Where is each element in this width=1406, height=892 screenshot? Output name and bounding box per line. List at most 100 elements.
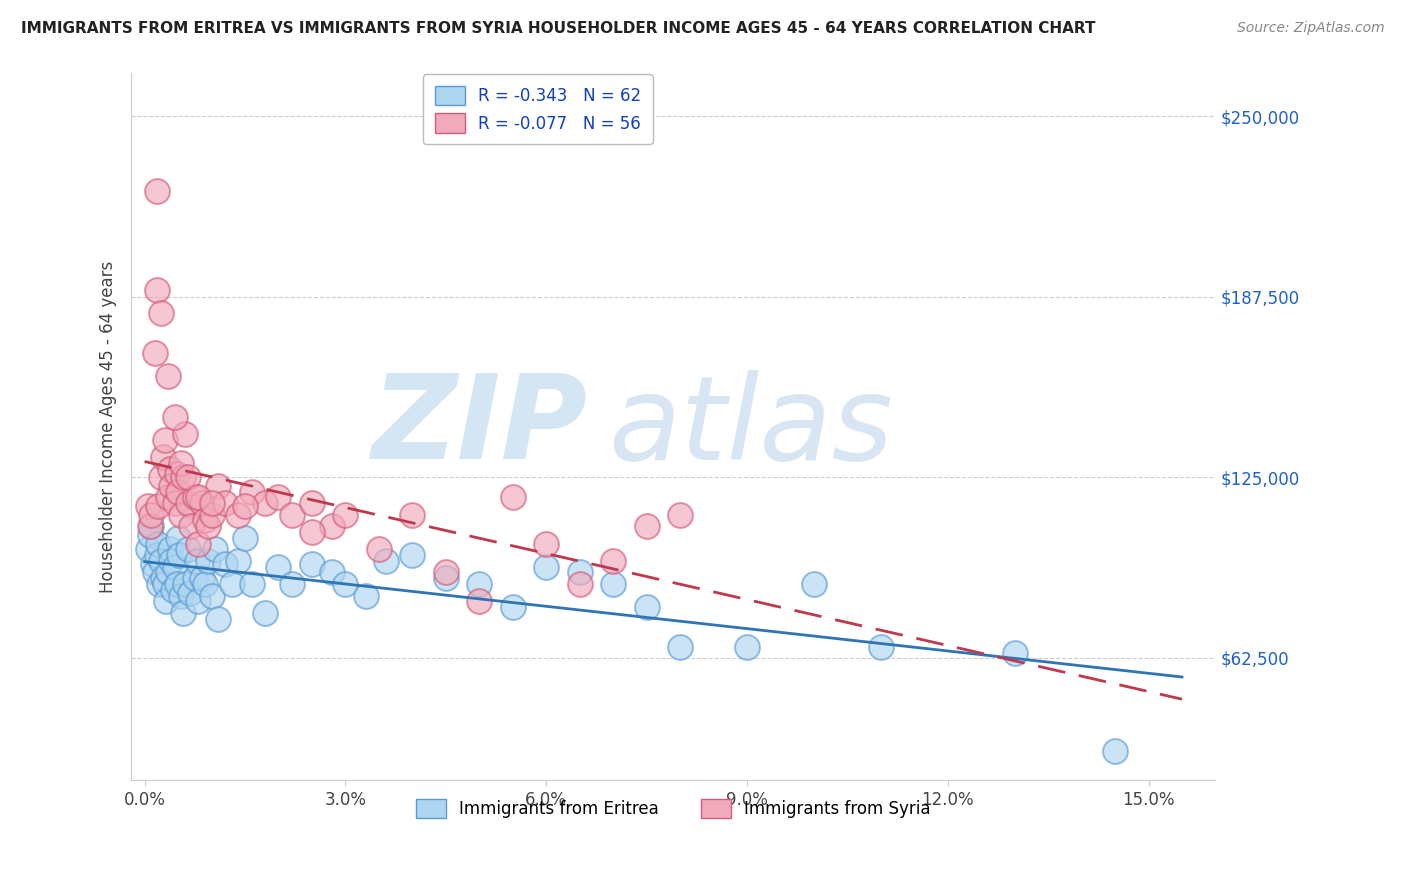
Point bbox=[602, 577, 624, 591]
Point bbox=[197, 554, 219, 568]
Point bbox=[184, 491, 207, 505]
Point bbox=[468, 594, 491, 608]
Point bbox=[636, 519, 658, 533]
Point bbox=[172, 470, 194, 484]
Point bbox=[301, 524, 323, 539]
Point bbox=[145, 185, 167, 199]
Point bbox=[240, 577, 263, 591]
Point bbox=[173, 426, 195, 441]
Point bbox=[221, 577, 243, 591]
Text: Source: ZipAtlas.com: Source: ZipAtlas.com bbox=[1237, 21, 1385, 35]
Point bbox=[401, 508, 423, 522]
Point bbox=[214, 496, 236, 510]
Point bbox=[254, 606, 277, 620]
Point bbox=[162, 582, 184, 597]
Point bbox=[194, 513, 217, 527]
Point bbox=[186, 554, 208, 568]
Point bbox=[869, 640, 891, 655]
Point bbox=[197, 519, 219, 533]
Point bbox=[143, 566, 166, 580]
Legend: Immigrants from Eritrea, Immigrants from Syria: Immigrants from Eritrea, Immigrants from… bbox=[409, 792, 938, 825]
Point bbox=[187, 536, 209, 550]
Point bbox=[281, 577, 304, 591]
Point bbox=[152, 450, 174, 464]
Point bbox=[233, 531, 256, 545]
Point bbox=[267, 559, 290, 574]
Point bbox=[172, 606, 194, 620]
Point bbox=[157, 566, 180, 580]
Point bbox=[152, 571, 174, 585]
Point bbox=[187, 491, 209, 505]
Point bbox=[240, 484, 263, 499]
Point bbox=[139, 528, 162, 542]
Point bbox=[502, 491, 524, 505]
Point bbox=[163, 409, 186, 424]
Point bbox=[568, 577, 591, 591]
Point bbox=[159, 542, 181, 557]
Point bbox=[142, 557, 165, 571]
Text: IMMIGRANTS FROM ERITREA VS IMMIGRANTS FROM SYRIA HOUSEHOLDER INCOME AGES 45 - 64: IMMIGRANTS FROM ERITREA VS IMMIGRANTS FR… bbox=[21, 21, 1095, 36]
Point bbox=[434, 571, 457, 585]
Point bbox=[143, 346, 166, 360]
Point bbox=[534, 559, 557, 574]
Point bbox=[602, 554, 624, 568]
Point bbox=[146, 499, 169, 513]
Point bbox=[301, 496, 323, 510]
Point bbox=[204, 542, 226, 557]
Point bbox=[803, 577, 825, 591]
Point bbox=[136, 499, 159, 513]
Point bbox=[233, 499, 256, 513]
Point bbox=[301, 557, 323, 571]
Point bbox=[136, 542, 159, 557]
Point bbox=[177, 470, 200, 484]
Point bbox=[502, 600, 524, 615]
Point bbox=[207, 479, 229, 493]
Point bbox=[228, 508, 250, 522]
Point bbox=[169, 548, 191, 562]
Point bbox=[374, 554, 396, 568]
Y-axis label: Householder Income Ages 45 - 64 years: Householder Income Ages 45 - 64 years bbox=[100, 260, 117, 593]
Point bbox=[167, 484, 190, 499]
Point bbox=[735, 640, 758, 655]
Point bbox=[367, 542, 389, 557]
Point bbox=[148, 577, 170, 591]
Point bbox=[321, 566, 343, 580]
Point bbox=[173, 577, 195, 591]
Point bbox=[468, 577, 491, 591]
Point bbox=[163, 559, 186, 574]
Point bbox=[200, 496, 222, 510]
Point bbox=[281, 508, 304, 522]
Point bbox=[150, 305, 173, 319]
Point bbox=[166, 577, 188, 591]
Point bbox=[177, 542, 200, 557]
Point bbox=[1104, 744, 1126, 758]
Point bbox=[150, 470, 173, 484]
Point bbox=[254, 496, 277, 510]
Point bbox=[160, 479, 183, 493]
Point bbox=[194, 577, 217, 591]
Point bbox=[335, 508, 357, 522]
Point bbox=[354, 589, 377, 603]
Point bbox=[669, 640, 692, 655]
Point bbox=[150, 554, 173, 568]
Point bbox=[669, 508, 692, 522]
Point bbox=[401, 548, 423, 562]
Point bbox=[267, 491, 290, 505]
Point bbox=[187, 594, 209, 608]
Point bbox=[167, 531, 190, 545]
Point bbox=[228, 554, 250, 568]
Point bbox=[166, 467, 188, 482]
Point bbox=[141, 519, 163, 533]
Point bbox=[141, 508, 163, 522]
Point bbox=[145, 283, 167, 297]
Point bbox=[190, 571, 212, 585]
Point bbox=[179, 585, 201, 599]
Point bbox=[153, 577, 176, 591]
Point bbox=[434, 566, 457, 580]
Point bbox=[146, 536, 169, 550]
Text: ZIP: ZIP bbox=[371, 369, 586, 484]
Point bbox=[207, 612, 229, 626]
Point bbox=[184, 571, 207, 585]
Point bbox=[180, 519, 202, 533]
Point bbox=[160, 554, 183, 568]
